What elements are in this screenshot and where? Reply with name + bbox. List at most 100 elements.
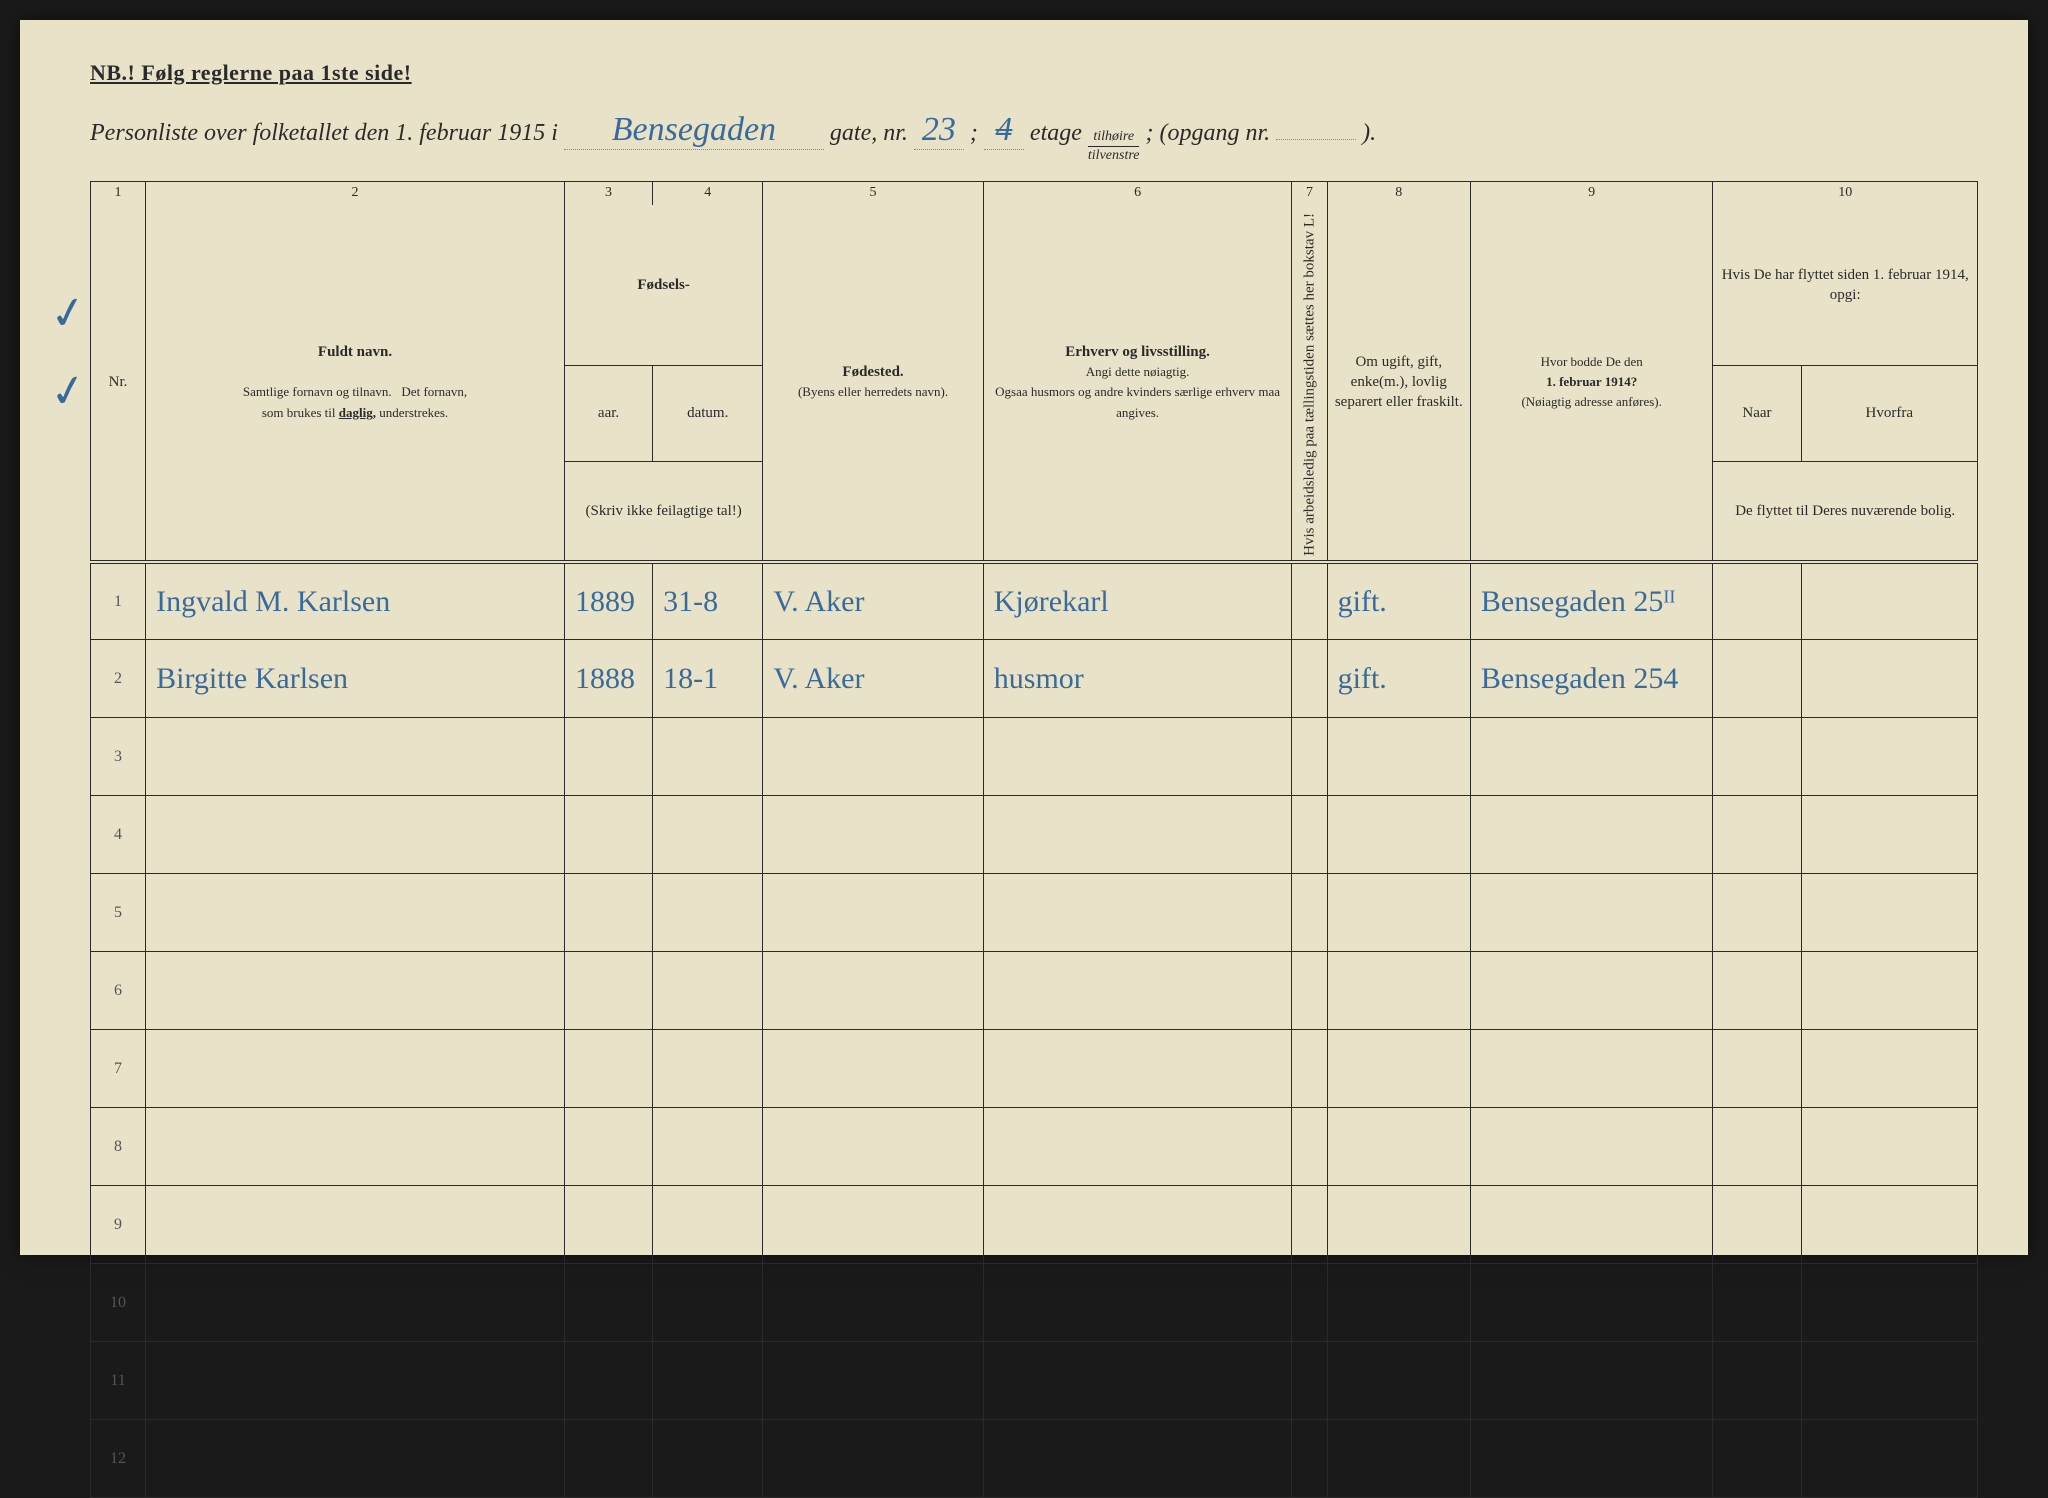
cell-occupation[interactable]: Kjørekarl: [983, 562, 1292, 640]
cell-unemployed[interactable]: [1292, 640, 1327, 718]
cell-date[interactable]: [653, 796, 763, 874]
etage-field[interactable]: 4: [984, 111, 1024, 150]
cell-unemployed[interactable]: [1292, 1264, 1327, 1342]
cell-name[interactable]: [146, 1186, 565, 1264]
cell-addr1914[interactable]: [1470, 1186, 1712, 1264]
cell-date[interactable]: [653, 1108, 763, 1186]
cell-year[interactable]: [564, 796, 652, 874]
cell-moved-when[interactable]: [1713, 718, 1801, 796]
cell-name[interactable]: [146, 874, 565, 952]
cell-addr1914[interactable]: Bensegaden 254: [1470, 640, 1712, 718]
cell-unemployed[interactable]: [1292, 1030, 1327, 1108]
cell-moved-when[interactable]: [1713, 1420, 1801, 1498]
cell-marital[interactable]: [1327, 1030, 1470, 1108]
cell-marital[interactable]: [1327, 1108, 1470, 1186]
cell-addr1914[interactable]: [1470, 874, 1712, 952]
cell-unemployed[interactable]: [1292, 1420, 1327, 1498]
cell-addr1914[interactable]: [1470, 1342, 1712, 1420]
cell-year[interactable]: 1889: [564, 562, 652, 640]
opgang-field[interactable]: [1276, 139, 1356, 140]
cell-moved-when[interactable]: [1713, 874, 1801, 952]
cell-addr1914[interactable]: Bensegaden 25ᴵᴵ: [1470, 562, 1712, 640]
cell-year[interactable]: [564, 1186, 652, 1264]
cell-moved-when[interactable]: [1713, 1186, 1801, 1264]
cell-moved-from[interactable]: [1801, 1264, 1977, 1342]
cell-birthplace[interactable]: [763, 874, 983, 952]
cell-birthplace[interactable]: [763, 1186, 983, 1264]
cell-moved-from[interactable]: [1801, 1108, 1977, 1186]
cell-date[interactable]: [653, 718, 763, 796]
cell-birthplace[interactable]: [763, 1030, 983, 1108]
cell-birthplace[interactable]: [763, 1420, 983, 1498]
cell-moved-when[interactable]: [1713, 1108, 1801, 1186]
cell-addr1914[interactable]: [1470, 1264, 1712, 1342]
cell-moved-from[interactable]: [1801, 796, 1977, 874]
cell-marital[interactable]: [1327, 718, 1470, 796]
cell-year[interactable]: [564, 1420, 652, 1498]
cell-date[interactable]: [653, 1030, 763, 1108]
cell-date[interactable]: [653, 874, 763, 952]
cell-addr1914[interactable]: [1470, 796, 1712, 874]
cell-birthplace[interactable]: [763, 1108, 983, 1186]
cell-date[interactable]: 31-8: [653, 562, 763, 640]
cell-unemployed[interactable]: [1292, 1342, 1327, 1420]
cell-year[interactable]: [564, 1264, 652, 1342]
cell-name[interactable]: Birgitte Karlsen: [146, 640, 565, 718]
cell-year[interactable]: [564, 1030, 652, 1108]
cell-unemployed[interactable]: [1292, 718, 1327, 796]
cell-moved-when[interactable]: [1713, 1342, 1801, 1420]
cell-birthplace[interactable]: V. Aker: [763, 562, 983, 640]
cell-moved-from[interactable]: [1801, 874, 1977, 952]
cell-occupation[interactable]: husmor: [983, 640, 1292, 718]
cell-occupation[interactable]: [983, 1264, 1292, 1342]
cell-occupation[interactable]: [983, 1342, 1292, 1420]
cell-marital[interactable]: gift.: [1327, 562, 1470, 640]
cell-addr1914[interactable]: [1470, 1030, 1712, 1108]
cell-occupation[interactable]: [983, 1186, 1292, 1264]
cell-birthplace[interactable]: [763, 1342, 983, 1420]
cell-year[interactable]: [564, 718, 652, 796]
cell-date[interactable]: [653, 1264, 763, 1342]
cell-occupation[interactable]: [983, 952, 1292, 1030]
cell-unemployed[interactable]: [1292, 1186, 1327, 1264]
cell-unemployed[interactable]: [1292, 874, 1327, 952]
cell-addr1914[interactable]: [1470, 718, 1712, 796]
gate-number-field[interactable]: 23: [914, 111, 964, 150]
cell-moved-from[interactable]: [1801, 1342, 1977, 1420]
cell-year[interactable]: 1888: [564, 640, 652, 718]
cell-moved-from[interactable]: [1801, 718, 1977, 796]
cell-addr1914[interactable]: [1470, 952, 1712, 1030]
cell-birthplace[interactable]: [763, 952, 983, 1030]
cell-marital[interactable]: [1327, 1420, 1470, 1498]
cell-occupation[interactable]: [983, 718, 1292, 796]
cell-moved-from[interactable]: [1801, 562, 1977, 640]
cell-name[interactable]: [146, 1342, 565, 1420]
cell-marital[interactable]: gift.: [1327, 640, 1470, 718]
cell-year[interactable]: [564, 874, 652, 952]
cell-name[interactable]: [146, 1108, 565, 1186]
cell-date[interactable]: [653, 952, 763, 1030]
cell-date[interactable]: [653, 1420, 763, 1498]
street-name-field[interactable]: Bensegaden: [564, 111, 824, 150]
cell-unemployed[interactable]: [1292, 796, 1327, 874]
cell-year[interactable]: [564, 1108, 652, 1186]
cell-name[interactable]: [146, 796, 565, 874]
cell-occupation[interactable]: [983, 1030, 1292, 1108]
cell-birthplace[interactable]: V. Aker: [763, 640, 983, 718]
cell-moved-from[interactable]: [1801, 640, 1977, 718]
cell-date[interactable]: [653, 1186, 763, 1264]
cell-occupation[interactable]: [983, 1420, 1292, 1498]
cell-moved-from[interactable]: [1801, 1186, 1977, 1264]
cell-marital[interactable]: [1327, 1264, 1470, 1342]
cell-moved-when[interactable]: [1713, 796, 1801, 874]
cell-year[interactable]: [564, 952, 652, 1030]
cell-date[interactable]: [653, 1342, 763, 1420]
cell-unemployed[interactable]: [1292, 562, 1327, 640]
cell-birthplace[interactable]: [763, 796, 983, 874]
cell-birthplace[interactable]: [763, 1264, 983, 1342]
cell-occupation[interactable]: [983, 796, 1292, 874]
cell-name[interactable]: [146, 952, 565, 1030]
cell-birthplace[interactable]: [763, 718, 983, 796]
cell-name[interactable]: [146, 718, 565, 796]
cell-moved-when[interactable]: [1713, 562, 1801, 640]
